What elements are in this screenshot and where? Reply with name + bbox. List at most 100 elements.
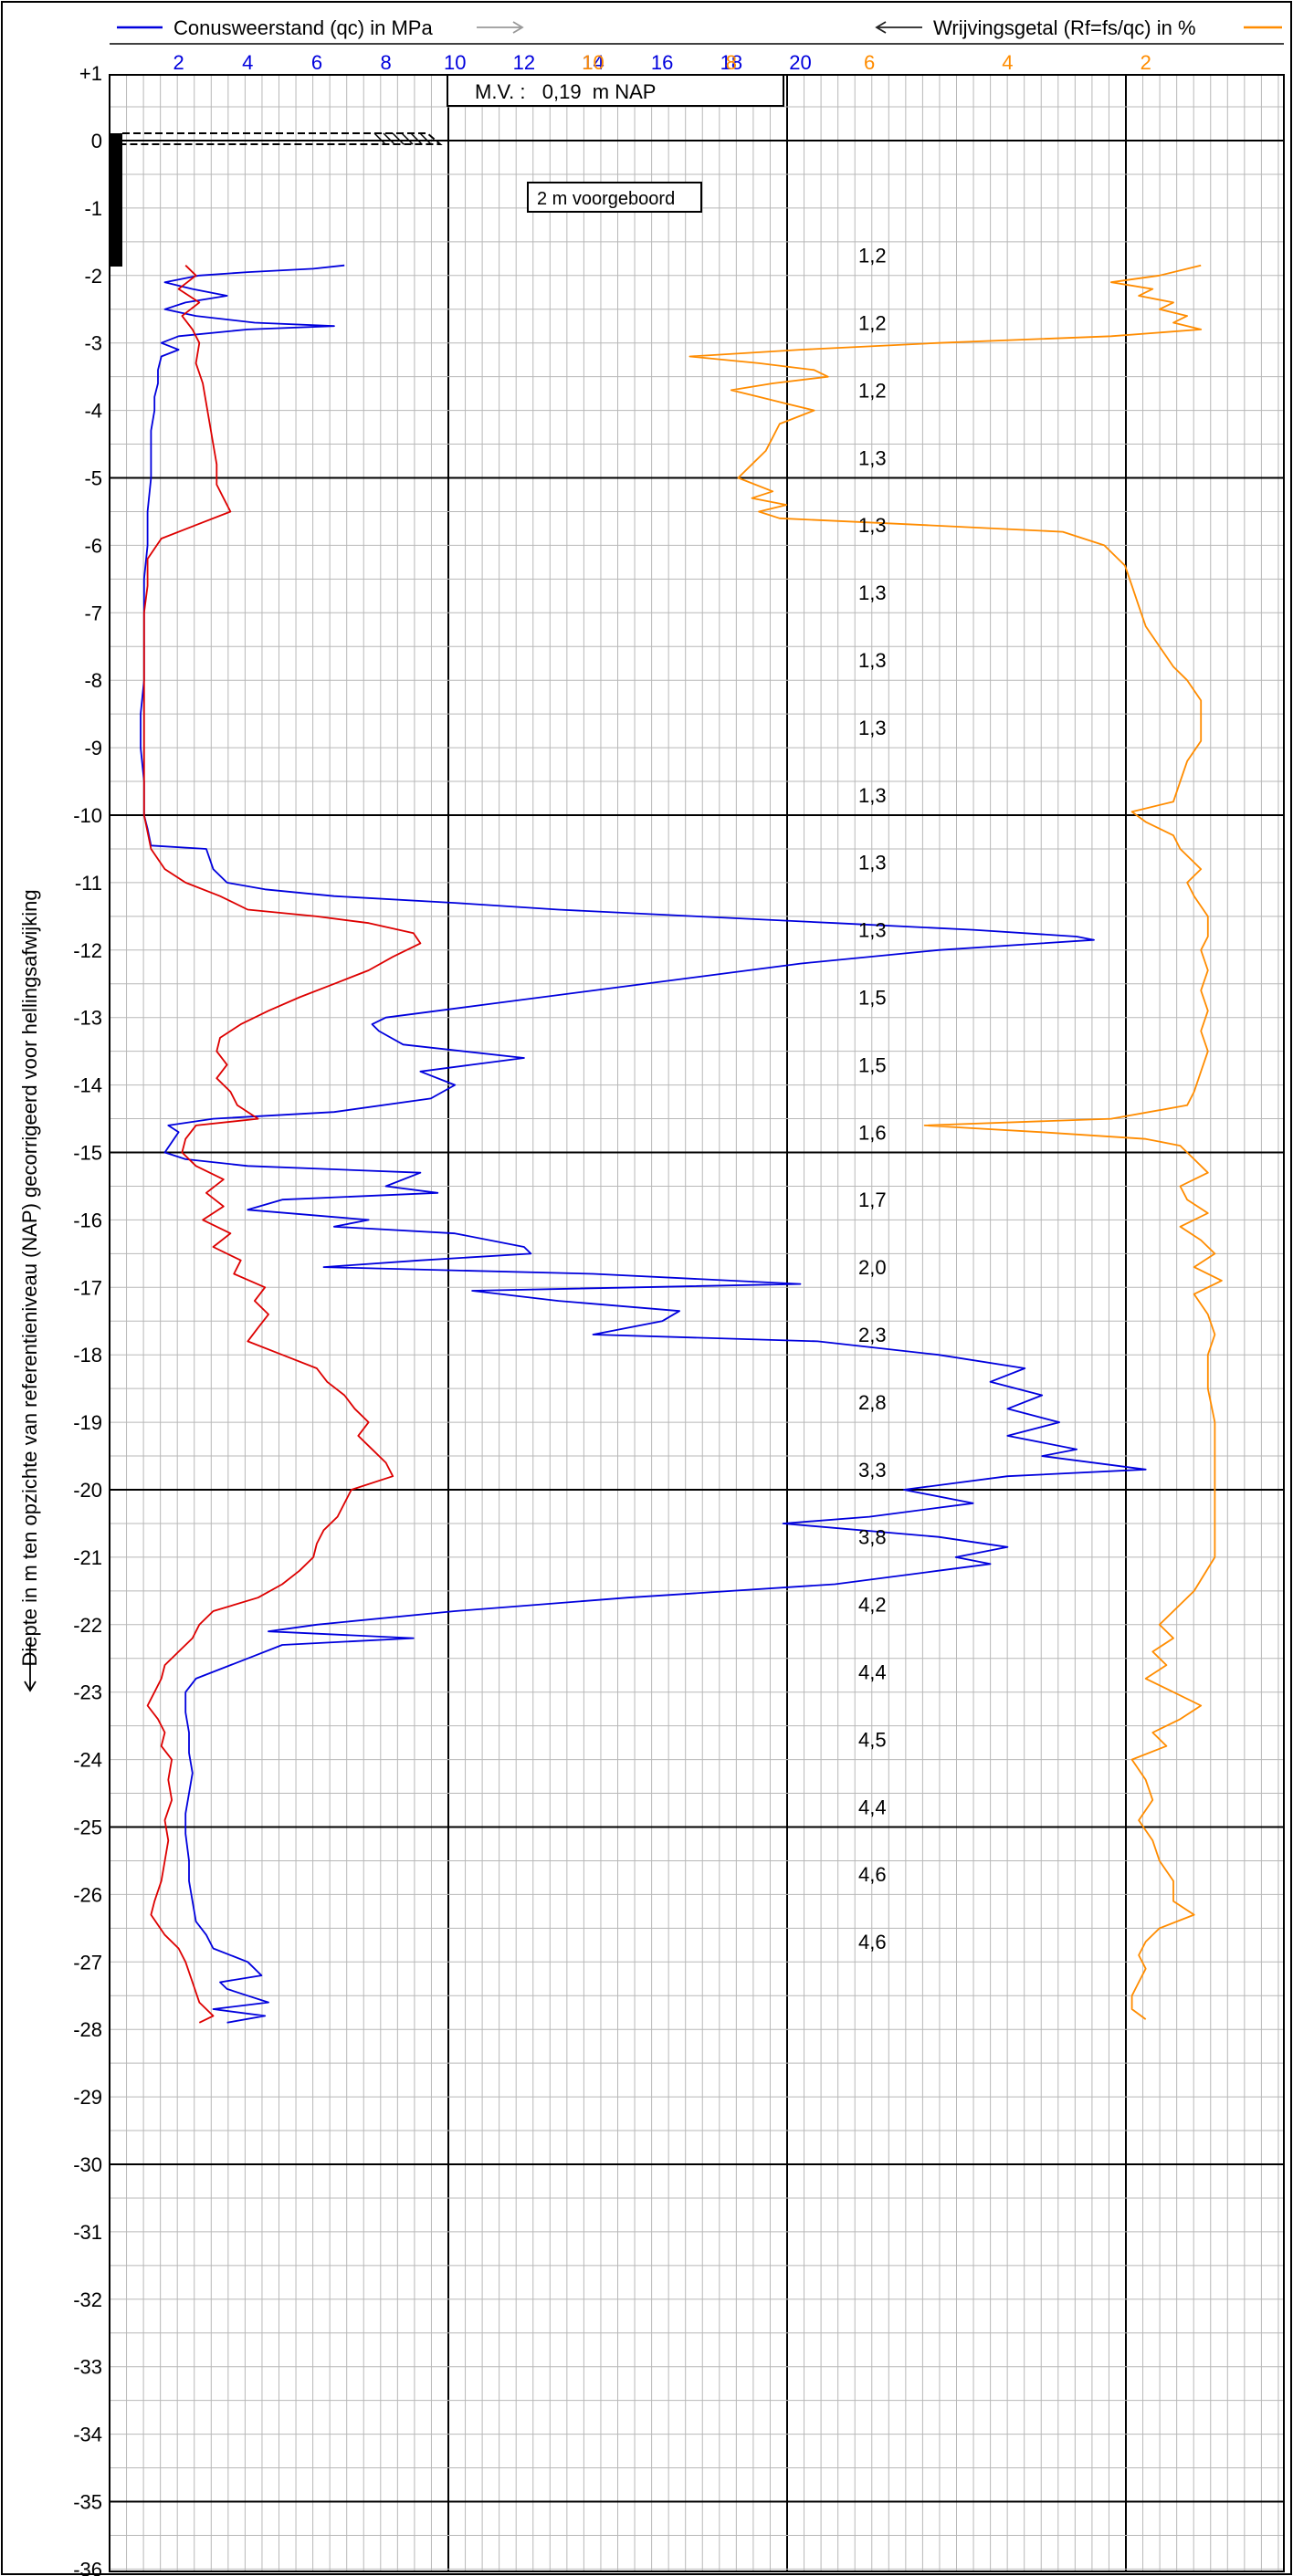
surface-marker (122, 132, 443, 145)
rf-tick-label: 6 (864, 51, 875, 74)
qc-line (140, 264, 1147, 2024)
y-tick-label: -3 (84, 332, 102, 355)
y-tick-label: -30 (73, 2153, 102, 2176)
qc-tick-label: 6 (311, 51, 322, 74)
rf-direction-arrow (875, 21, 922, 34)
mv-box (447, 74, 784, 107)
y-tick-label: -26 (73, 1883, 102, 1906)
inclination-label: 1,6 (858, 1121, 887, 1144)
y-tick-label: -17 (73, 1276, 102, 1299)
predrill-bar (110, 133, 122, 267)
mv-label: M.V. : 0,19 m NAP (475, 80, 656, 103)
rf-line (689, 264, 1223, 2020)
qc-tick-label: 20 (789, 51, 811, 74)
y-tick-label: -14 (73, 1074, 102, 1097)
fs-line (142, 265, 422, 2024)
inclination-label: 1,3 (858, 581, 887, 604)
inclination-label: 4,4 (858, 1661, 887, 1684)
inclination-label: 1,2 (858, 245, 887, 267)
qc-tick-label: 4 (242, 51, 253, 74)
inclination-label: 3,3 (858, 1459, 887, 1482)
y-tick-label: -18 (73, 1344, 102, 1367)
y-tick-label: -5 (84, 467, 102, 490)
y-tick-label: -35 (73, 2491, 102, 2514)
y-tick-label: 0 (91, 130, 102, 152)
inclination-label: 1,7 (858, 1189, 887, 1211)
y-tick-label: -2 (84, 265, 102, 288)
qc-tick-label: 8 (380, 51, 391, 74)
x-axis-ticks: 2 4 6 8 10 12 14 16 18 20 10 8 6 4 2 (173, 51, 1151, 74)
inclination-label: 4,4 (858, 1796, 887, 1818)
qc-tick-label: 10 (444, 51, 466, 74)
y-tick-label: -20 (73, 1479, 102, 1502)
qc-tick-label: 14 (582, 51, 604, 74)
series-lines (140, 264, 1223, 2024)
surface-hatch (373, 132, 432, 145)
rf-tick-label: 4 (1002, 51, 1013, 74)
y-tick-label: -19 (73, 1411, 102, 1434)
y-tick-label: -16 (73, 1209, 102, 1231)
y-tick-label: -24 (73, 1749, 102, 1772)
y-tick-label: -8 (84, 669, 102, 692)
inclination-label: 2,0 (858, 1256, 887, 1279)
inclination-label: 1,3 (858, 717, 887, 739)
inclination-label: 4,6 (858, 1931, 887, 1953)
y-tick-label: -9 (84, 737, 102, 759)
y-tick-label: -23 (73, 1681, 102, 1704)
y-tick-label: -33 (73, 2356, 102, 2379)
inclination-label: 4,5 (858, 1728, 887, 1751)
y-tick-label: -15 (73, 1142, 102, 1165)
predrilled-label: 2 m voorgeboord (537, 189, 675, 209)
y-axis-arrow (24, 1643, 37, 1692)
inclination-label: 1,2 (858, 312, 887, 335)
inclination-label: 4,2 (858, 1594, 887, 1617)
y-tick-label: -12 (73, 939, 102, 962)
qc-tick-label: 16 (651, 51, 673, 74)
y-tick-label: -22 (73, 1614, 102, 1637)
y-tick-label: -13 (73, 1007, 102, 1030)
inclination-label: 1,3 (858, 649, 887, 672)
y-tick-label: -27 (73, 1951, 102, 1974)
inclination-label: 1,3 (858, 919, 887, 942)
rf-legend-label: Wrijvingsgetal (Rf=fs/qc) in % (933, 16, 1196, 39)
y-tick-label: +1 (79, 62, 102, 85)
qc-legend-label: Conusweerstand (qc) in MPa (173, 16, 433, 39)
y-axis-label: Diepte in m ten opzichte van referentien… (18, 889, 41, 1666)
y-tick-label: -28 (73, 2018, 102, 2041)
inclination-label: 4,6 (858, 1863, 887, 1886)
rf-tick-label: 10 (582, 51, 604, 74)
inclination-label: 2,8 (858, 1391, 887, 1414)
y-tick-label: -31 (73, 2221, 102, 2244)
inclination-label: 1,3 (858, 784, 887, 807)
y-tick-label: -11 (75, 872, 102, 895)
y-tick-label: -34 (73, 2424, 102, 2446)
rf-tick-label: 8 (726, 51, 737, 74)
y-tick-label: -1 (84, 197, 102, 220)
y-tick-label: -21 (73, 1546, 102, 1569)
predrilled-box (527, 182, 702, 213)
y-tick-label: -6 (84, 534, 102, 557)
inclination-labels: 1,2 1,2 1,2 1,3 1,3 1,3 1,3 1,3 1,3 1,3 1,3 1,5 1,5 1… (858, 245, 887, 1953)
plot-frame (109, 74, 1285, 2572)
y-tick-label: -29 (73, 2086, 102, 2109)
inclination-label: 1,2 (858, 379, 887, 402)
qc-tick-label: 12 (513, 51, 535, 74)
y-tick-label: -36 (73, 2558, 102, 2576)
inclination-label: 3,8 (858, 1526, 887, 1549)
y-tick-label: -10 (73, 804, 102, 827)
rf-tick-label: 2 (1141, 51, 1151, 74)
inclination-label: 1,5 (858, 1053, 887, 1076)
y-tick-label: -32 (73, 2288, 102, 2311)
y-axis-ticks: +1 0 -1 -2 -3 -4 -5 -6 -7 -8 -9 -10 -11 -12 -13 -14 -15 -… (73, 62, 102, 2576)
inclination-label: 2,3 (858, 1324, 887, 1346)
y-tick-label: -7 (84, 602, 102, 624)
inclination-label: 1,3 (858, 446, 887, 469)
qc-direction-arrow (477, 21, 524, 34)
qc-tick-label: 2 (173, 51, 184, 74)
qc-tick-label: 18 (720, 51, 742, 74)
inclination-label: 1,3 (858, 514, 887, 537)
y-tick-label: -25 (73, 1817, 102, 1839)
